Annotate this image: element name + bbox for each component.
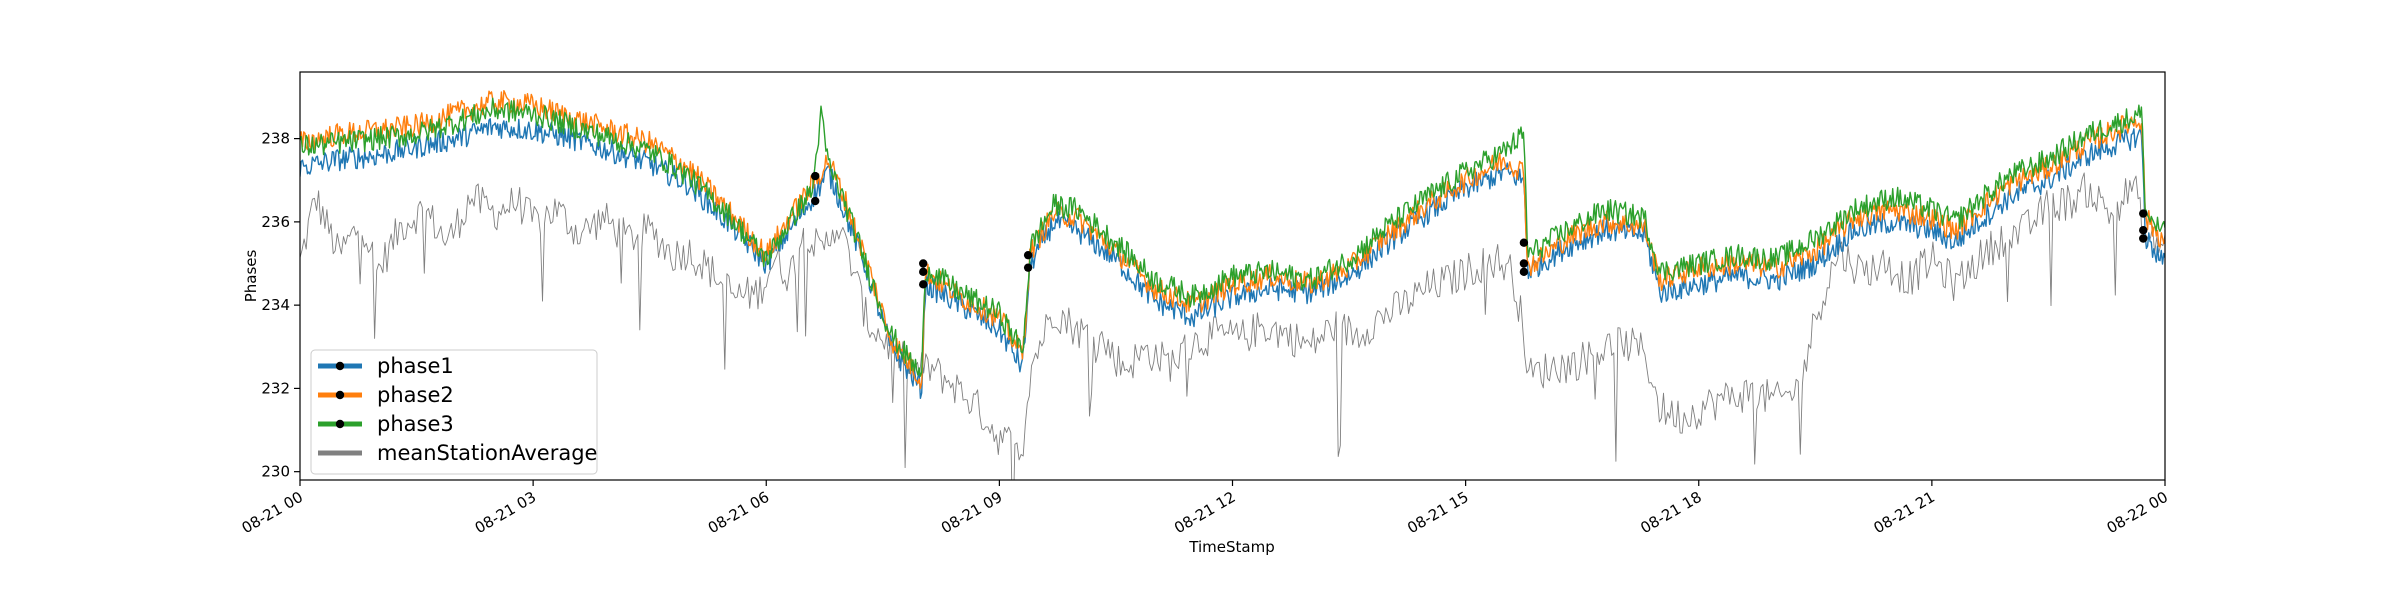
phase-marker-0 bbox=[811, 171, 820, 181]
y-tick-label-4: 238 bbox=[261, 130, 290, 148]
phase-marker-11 bbox=[2139, 226, 2148, 235]
legend-label-phase1: phase1 bbox=[377, 354, 454, 378]
phase-marker-1 bbox=[811, 196, 820, 206]
y-tick-label-0: 230 bbox=[261, 463, 290, 481]
x-axis-label: TimeStamp bbox=[1188, 538, 1274, 556]
legend-label-phase3: phase3 bbox=[377, 412, 454, 436]
y-axis-ticks: 230 232 234 236 238 bbox=[261, 130, 300, 481]
phase-marker-4 bbox=[919, 280, 928, 289]
legend-marker-phase3 bbox=[335, 419, 345, 429]
series-phase3 bbox=[300, 97, 2165, 377]
phase-marker-5 bbox=[1023, 250, 1033, 260]
legend-label-phase2: phase2 bbox=[377, 383, 454, 407]
legend: phase1 phase2 phase3 meanStationAverage bbox=[310, 349, 598, 475]
y-axis-label: Phases bbox=[242, 250, 260, 303]
legend-marker-phase1 bbox=[335, 361, 345, 371]
series-meanStationAverage bbox=[300, 172, 2165, 480]
phase-marker-12 bbox=[2139, 234, 2148, 243]
phase-marker-6 bbox=[1023, 263, 1033, 272]
phase-marker-2 bbox=[919, 259, 928, 268]
y-tick-label-2: 234 bbox=[261, 296, 290, 314]
legend-box bbox=[310, 349, 598, 475]
phase-marker-7 bbox=[1519, 238, 1529, 247]
y-tick-label-3: 236 bbox=[261, 213, 290, 231]
phase-marker-3 bbox=[919, 267, 928, 277]
phase-marker-10 bbox=[2139, 209, 2148, 218]
y-tick-label-1: 232 bbox=[261, 379, 290, 397]
series-layer bbox=[300, 90, 2165, 480]
legend-label-meanStationAverage: meanStationAverage bbox=[377, 441, 597, 465]
phase-marker-9 bbox=[1519, 267, 1529, 277]
legend-marker-phase2 bbox=[335, 390, 345, 400]
phase-marker-8 bbox=[1519, 259, 1529, 268]
marker-layer bbox=[811, 171, 2148, 289]
